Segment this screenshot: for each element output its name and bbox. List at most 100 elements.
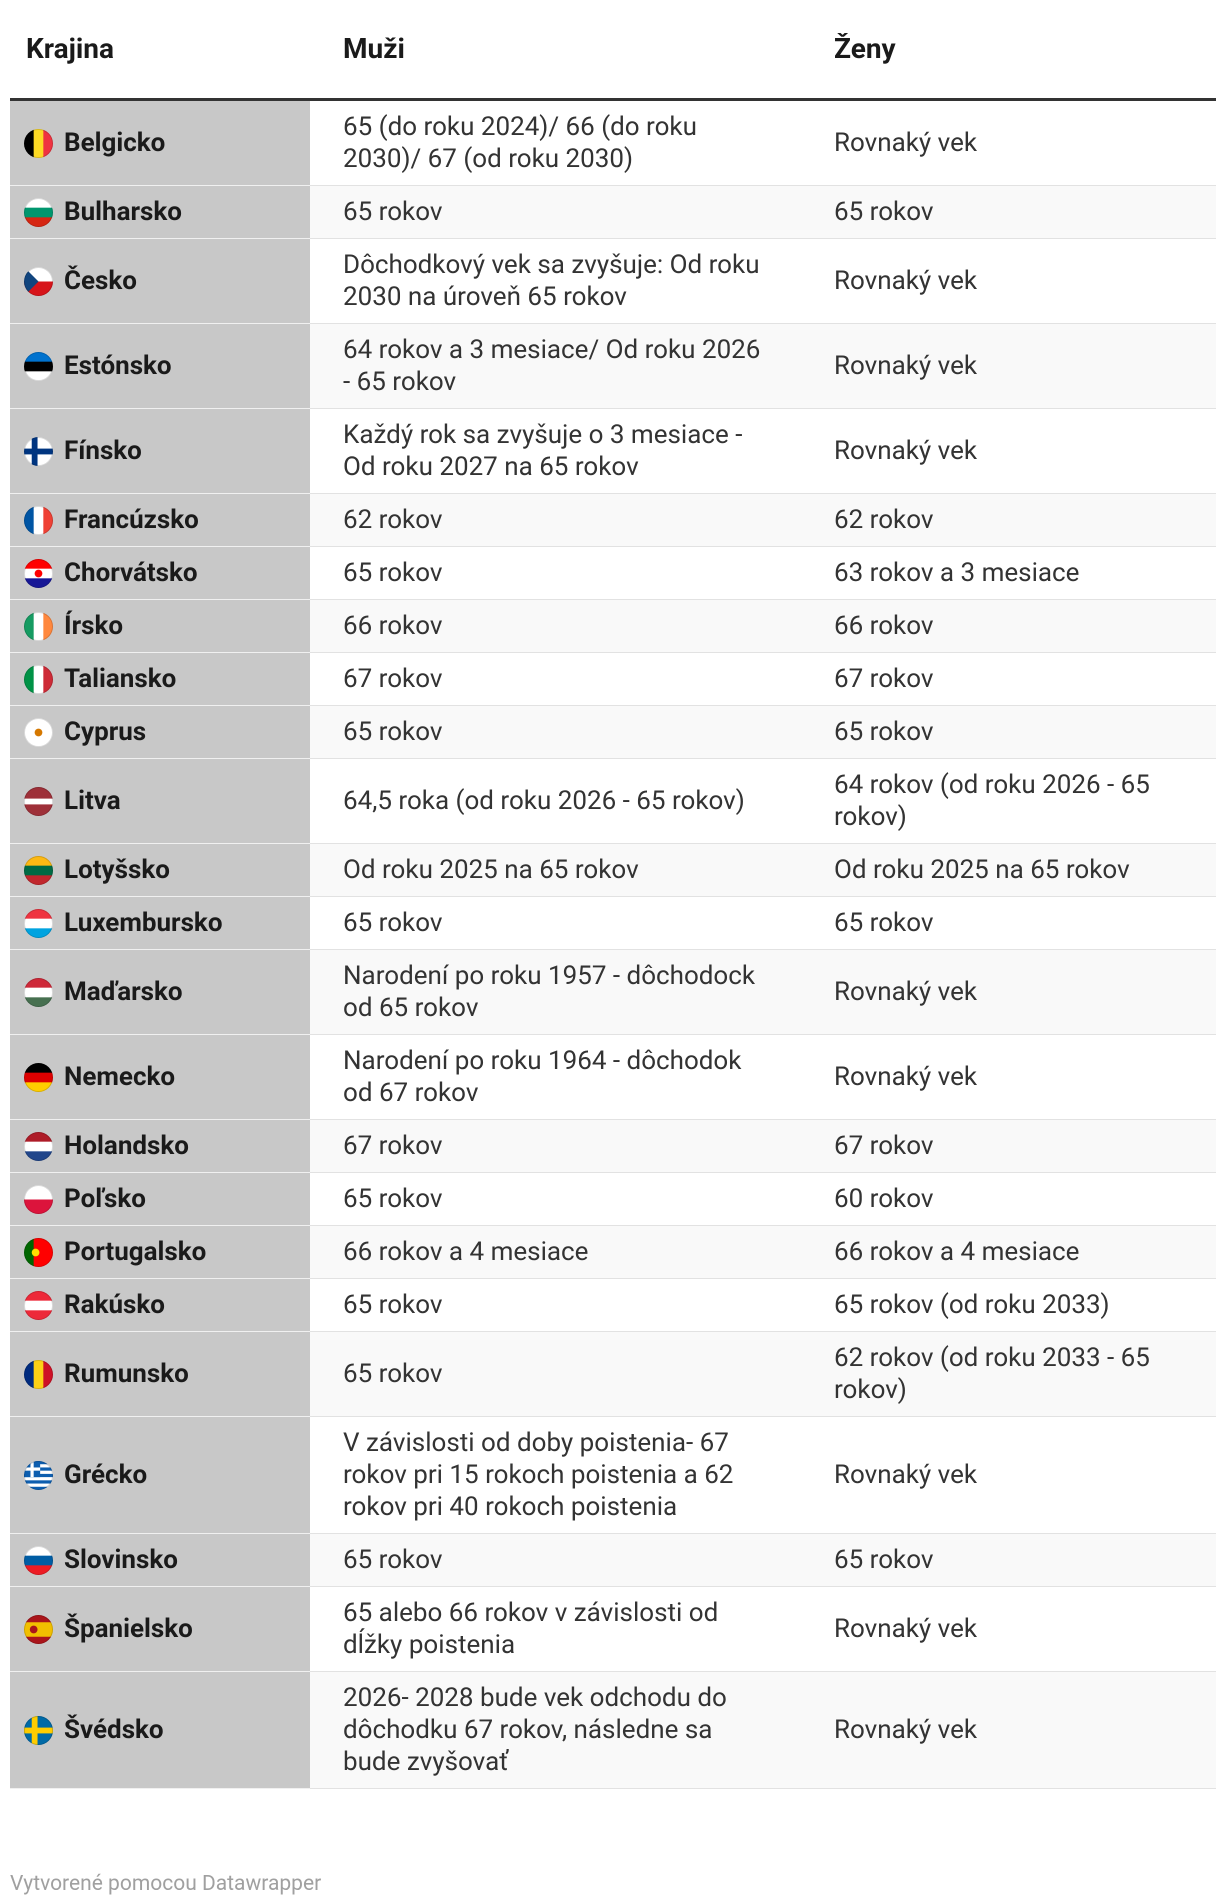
country-wrap: Holandsko xyxy=(24,1130,310,1162)
flag-outline xyxy=(24,1614,53,1644)
country-name: Česko xyxy=(64,266,137,296)
table-head: Krajina Muži Ženy xyxy=(10,0,1216,101)
country-cell: Slovinsko xyxy=(10,1533,310,1587)
flag-body xyxy=(24,1614,53,1644)
flag-emblem xyxy=(29,1625,38,1633)
table-cell: 64 rokov a 3 mesiace/ Od roku 2026 - 65 … xyxy=(310,323,804,409)
country-cell: Poľsko xyxy=(10,1172,310,1226)
flag-stripe xyxy=(24,1476,53,1481)
country-cell: Lotyšsko xyxy=(10,843,310,897)
table-cell: Každý rok sa zvyšuje o 3 mesiace - Od ro… xyxy=(310,408,804,494)
flag-icon xyxy=(24,1545,53,1575)
table-cell: 65 rokov xyxy=(804,1533,1216,1587)
flag-outline xyxy=(24,1715,53,1745)
country-wrap: Luxembursko xyxy=(24,907,310,939)
table-cell: 65 rokov xyxy=(310,546,804,600)
country-name: Maďarsko xyxy=(64,977,183,1007)
table-row: Nemecko Narodení po roku 1964 - dôchodok … xyxy=(10,1034,1216,1120)
flag-icon xyxy=(24,505,53,535)
table-cell: 62 rokov xyxy=(804,493,1216,547)
table-row: Francúzsko 62 rokov 62 rokov xyxy=(10,493,1216,547)
flag-icon xyxy=(24,266,53,296)
table-cell: 65 rokov xyxy=(804,185,1216,239)
flag-outline xyxy=(24,1290,53,1320)
flag-stripe xyxy=(24,855,53,866)
flag-stripe xyxy=(33,128,44,158)
country-wrap: Francúzsko xyxy=(24,504,310,536)
flag-outline xyxy=(24,855,53,885)
table-cell: V závislosti od doby poistenia- 67 rokov… xyxy=(310,1416,804,1534)
country-cell: Rakúsko xyxy=(10,1278,310,1332)
table-row: Belgicko 65 (do roku 2024)/ 66 (do roku 2… xyxy=(10,99,1216,186)
table-cell: 65 rokov xyxy=(804,896,1216,950)
flag-stripe xyxy=(24,874,53,885)
table-cell: 67 rokov xyxy=(804,652,1216,706)
flag-cross xyxy=(24,1466,41,1471)
flag-stripe xyxy=(43,505,53,535)
country-wrap: Írsko xyxy=(24,610,310,642)
flag-stripe xyxy=(24,865,53,876)
flag-body xyxy=(24,786,53,816)
flag-body xyxy=(24,1290,53,1320)
flag-emblem xyxy=(34,728,43,736)
country-name: Lotyšsko xyxy=(64,855,170,885)
country-name: Portugalsko xyxy=(64,1237,207,1267)
flag-stripe xyxy=(24,1237,35,1267)
country-name: Luxembursko xyxy=(64,908,223,938)
country-wrap: Chorvátsko xyxy=(24,557,310,589)
footer-credit: Vytvorené pomocou Datawrapper xyxy=(10,1872,322,1896)
country-cell: Bulharsko xyxy=(10,185,310,239)
table-cell: 65 alebo 66 rokov v závislosti od dĺžky … xyxy=(310,1586,804,1672)
flag-stripe xyxy=(24,1636,53,1644)
flag-stripe xyxy=(24,1184,53,1200)
country-cell: Portugalsko xyxy=(10,1225,310,1279)
flag-body xyxy=(24,1359,53,1389)
flag-body xyxy=(24,977,53,1007)
flag-icon xyxy=(24,1062,53,1092)
country-cell: Rumunsko xyxy=(10,1331,310,1417)
country-wrap: Portugalsko xyxy=(24,1236,310,1268)
flag-stripe xyxy=(24,1081,53,1092)
country-name: Cyprus xyxy=(64,717,147,747)
flag-body xyxy=(24,128,53,158)
column-header: Ženy xyxy=(804,0,1216,101)
country-name: Nemecko xyxy=(64,1062,176,1092)
flag-stripe xyxy=(24,370,53,381)
flag-outline xyxy=(24,1545,53,1575)
flag-outline xyxy=(24,977,53,1007)
flag-stripe xyxy=(24,1309,53,1320)
country-cell: Írsko xyxy=(10,599,310,653)
table: Krajina Muži Ženy Belgicko 65 (do roku 20… xyxy=(10,0,1216,1789)
country-cell: Grécko xyxy=(10,1416,310,1534)
country-cell: Litva xyxy=(10,758,310,844)
table-cell: 65 rokov xyxy=(310,896,804,950)
table-row: Španielsko 65 alebo 66 rokov v závislosti… xyxy=(10,1586,1216,1672)
country-wrap: Cyprus xyxy=(24,716,310,748)
flag-stripe xyxy=(24,1555,53,1566)
table-cell: Rovnaký vek xyxy=(804,99,1216,186)
table-cell: 65 rokov xyxy=(310,705,804,759)
flag-stripe xyxy=(24,1199,53,1214)
flag-stripe xyxy=(24,207,53,218)
country-name: Rakúsko xyxy=(64,1290,165,1320)
table-cell: 66 rokov xyxy=(310,599,804,653)
table-cell: 64,5 roka (od roku 2026 - 65 rokov) xyxy=(310,758,804,844)
country-name: Poľsko xyxy=(64,1184,146,1214)
table-cell: Narodení po roku 1964 - dôchodok od 67 r… xyxy=(310,1034,804,1120)
flag-stripe xyxy=(33,664,44,694)
table-row: Poľsko 65 rokov 60 rokov xyxy=(10,1172,1216,1226)
flag-outline xyxy=(24,436,53,466)
flag-emblem xyxy=(31,1248,40,1256)
flag-stripe xyxy=(24,927,53,938)
country-cell: Francúzsko xyxy=(10,493,310,547)
flag-body xyxy=(24,1184,53,1214)
flag-icon xyxy=(24,1460,53,1490)
flag-outline xyxy=(24,1131,53,1161)
flag-stripe xyxy=(24,361,53,372)
table-row: Litva 64,5 roka (od roku 2026 - 65 rokov)… xyxy=(10,758,1216,844)
table-cell: 65 rokov xyxy=(310,1278,804,1332)
flag-outline xyxy=(24,1237,53,1267)
flag-body xyxy=(24,1545,53,1575)
flag-outline xyxy=(24,1359,53,1389)
